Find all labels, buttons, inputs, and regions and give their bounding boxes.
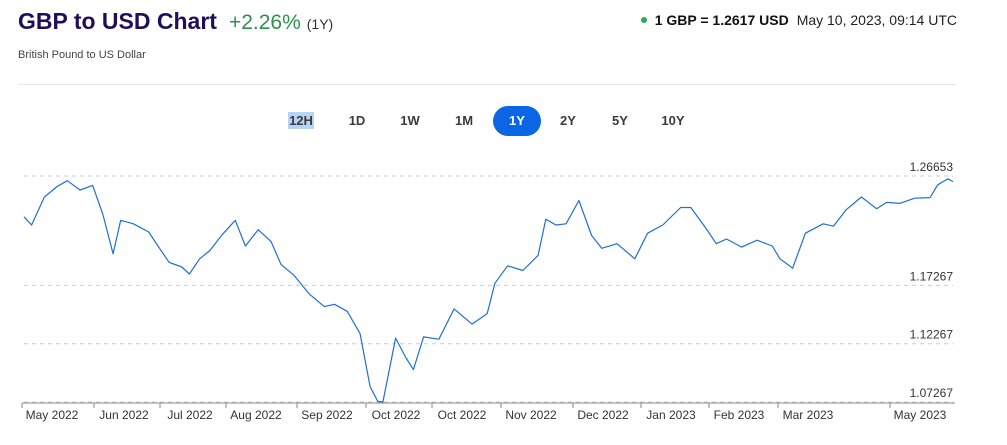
x-tick-label: Feb 2023 bbox=[714, 408, 765, 422]
x-tick-label: May 2023 bbox=[894, 408, 947, 422]
tab-label-5y: 5Y bbox=[612, 113, 628, 128]
x-tick-label: Aug 2022 bbox=[230, 408, 282, 422]
tab-label-1w: 1W bbox=[400, 113, 420, 128]
period-label: (1Y) bbox=[306, 16, 334, 32]
tab-1m[interactable]: 1M bbox=[444, 106, 484, 136]
x-tick-label: Jun 2022 bbox=[99, 408, 149, 422]
rate-box: 1 GBP = 1.2617 USD May 10, 2023, 09:14 U… bbox=[640, 12, 957, 28]
title-row: GBP to USD Chart +2.26% (1Y) bbox=[18, 8, 957, 35]
y-tick-label: 1.07267 bbox=[910, 386, 954, 400]
y-tick-label: 1.12267 bbox=[910, 328, 954, 342]
tab-1w[interactable]: 1W bbox=[390, 106, 430, 136]
x-tick-label: Dec 2022 bbox=[577, 408, 629, 422]
tab-label-1y: 1Y bbox=[509, 113, 525, 128]
x-tick-label: Jul 2022 bbox=[167, 408, 213, 422]
tab-1d[interactable]: 1D bbox=[338, 106, 376, 136]
chart-header: GBP to USD Chart +2.26% (1Y) British Pou… bbox=[18, 8, 957, 68]
y-tick-label: 1.26653 bbox=[910, 160, 954, 174]
pair-subtitle: British Pound to US Dollar bbox=[18, 49, 146, 61]
rate-timestamp: May 10, 2023, 09:14 UTC bbox=[796, 12, 957, 28]
x-tick-label: Nov 2022 bbox=[505, 408, 557, 422]
tab-10y[interactable]: 10Y bbox=[652, 106, 694, 136]
change-percent: +2.26% bbox=[228, 11, 301, 34]
x-tick-label: Mar 2023 bbox=[783, 408, 834, 422]
current-rate: 1 GBP = 1.2617 USD bbox=[654, 12, 789, 28]
divider bbox=[18, 84, 956, 85]
x-tick-label: Jan 2023 bbox=[646, 408, 696, 422]
tab-label-2y: 2Y bbox=[560, 113, 576, 128]
tab-5y[interactable]: 5Y bbox=[600, 106, 640, 136]
series-line bbox=[23, 178, 954, 403]
x-tick-label: Sep 2022 bbox=[301, 408, 353, 422]
tab-1y[interactable]: 1Y bbox=[493, 106, 541, 136]
tab-label-10y: 10Y bbox=[661, 113, 685, 128]
x-tick-label: May 2022 bbox=[26, 408, 79, 422]
page-title: GBP to USD Chart bbox=[18, 8, 217, 34]
live-dot-icon bbox=[640, 17, 647, 23]
tab-label-1m: 1M bbox=[454, 113, 474, 128]
tab-label-12h: 12H bbox=[288, 112, 314, 129]
tab-12h[interactable]: 12H bbox=[282, 106, 320, 136]
x-tick-label: Oct 2022 bbox=[372, 408, 421, 422]
y-tick-label: 1.17267 bbox=[910, 269, 954, 283]
tab-2y[interactable]: 2Y bbox=[548, 106, 588, 136]
tab-label-1d: 1D bbox=[348, 113, 366, 128]
x-tick-label: Oct 2022 bbox=[438, 408, 487, 422]
